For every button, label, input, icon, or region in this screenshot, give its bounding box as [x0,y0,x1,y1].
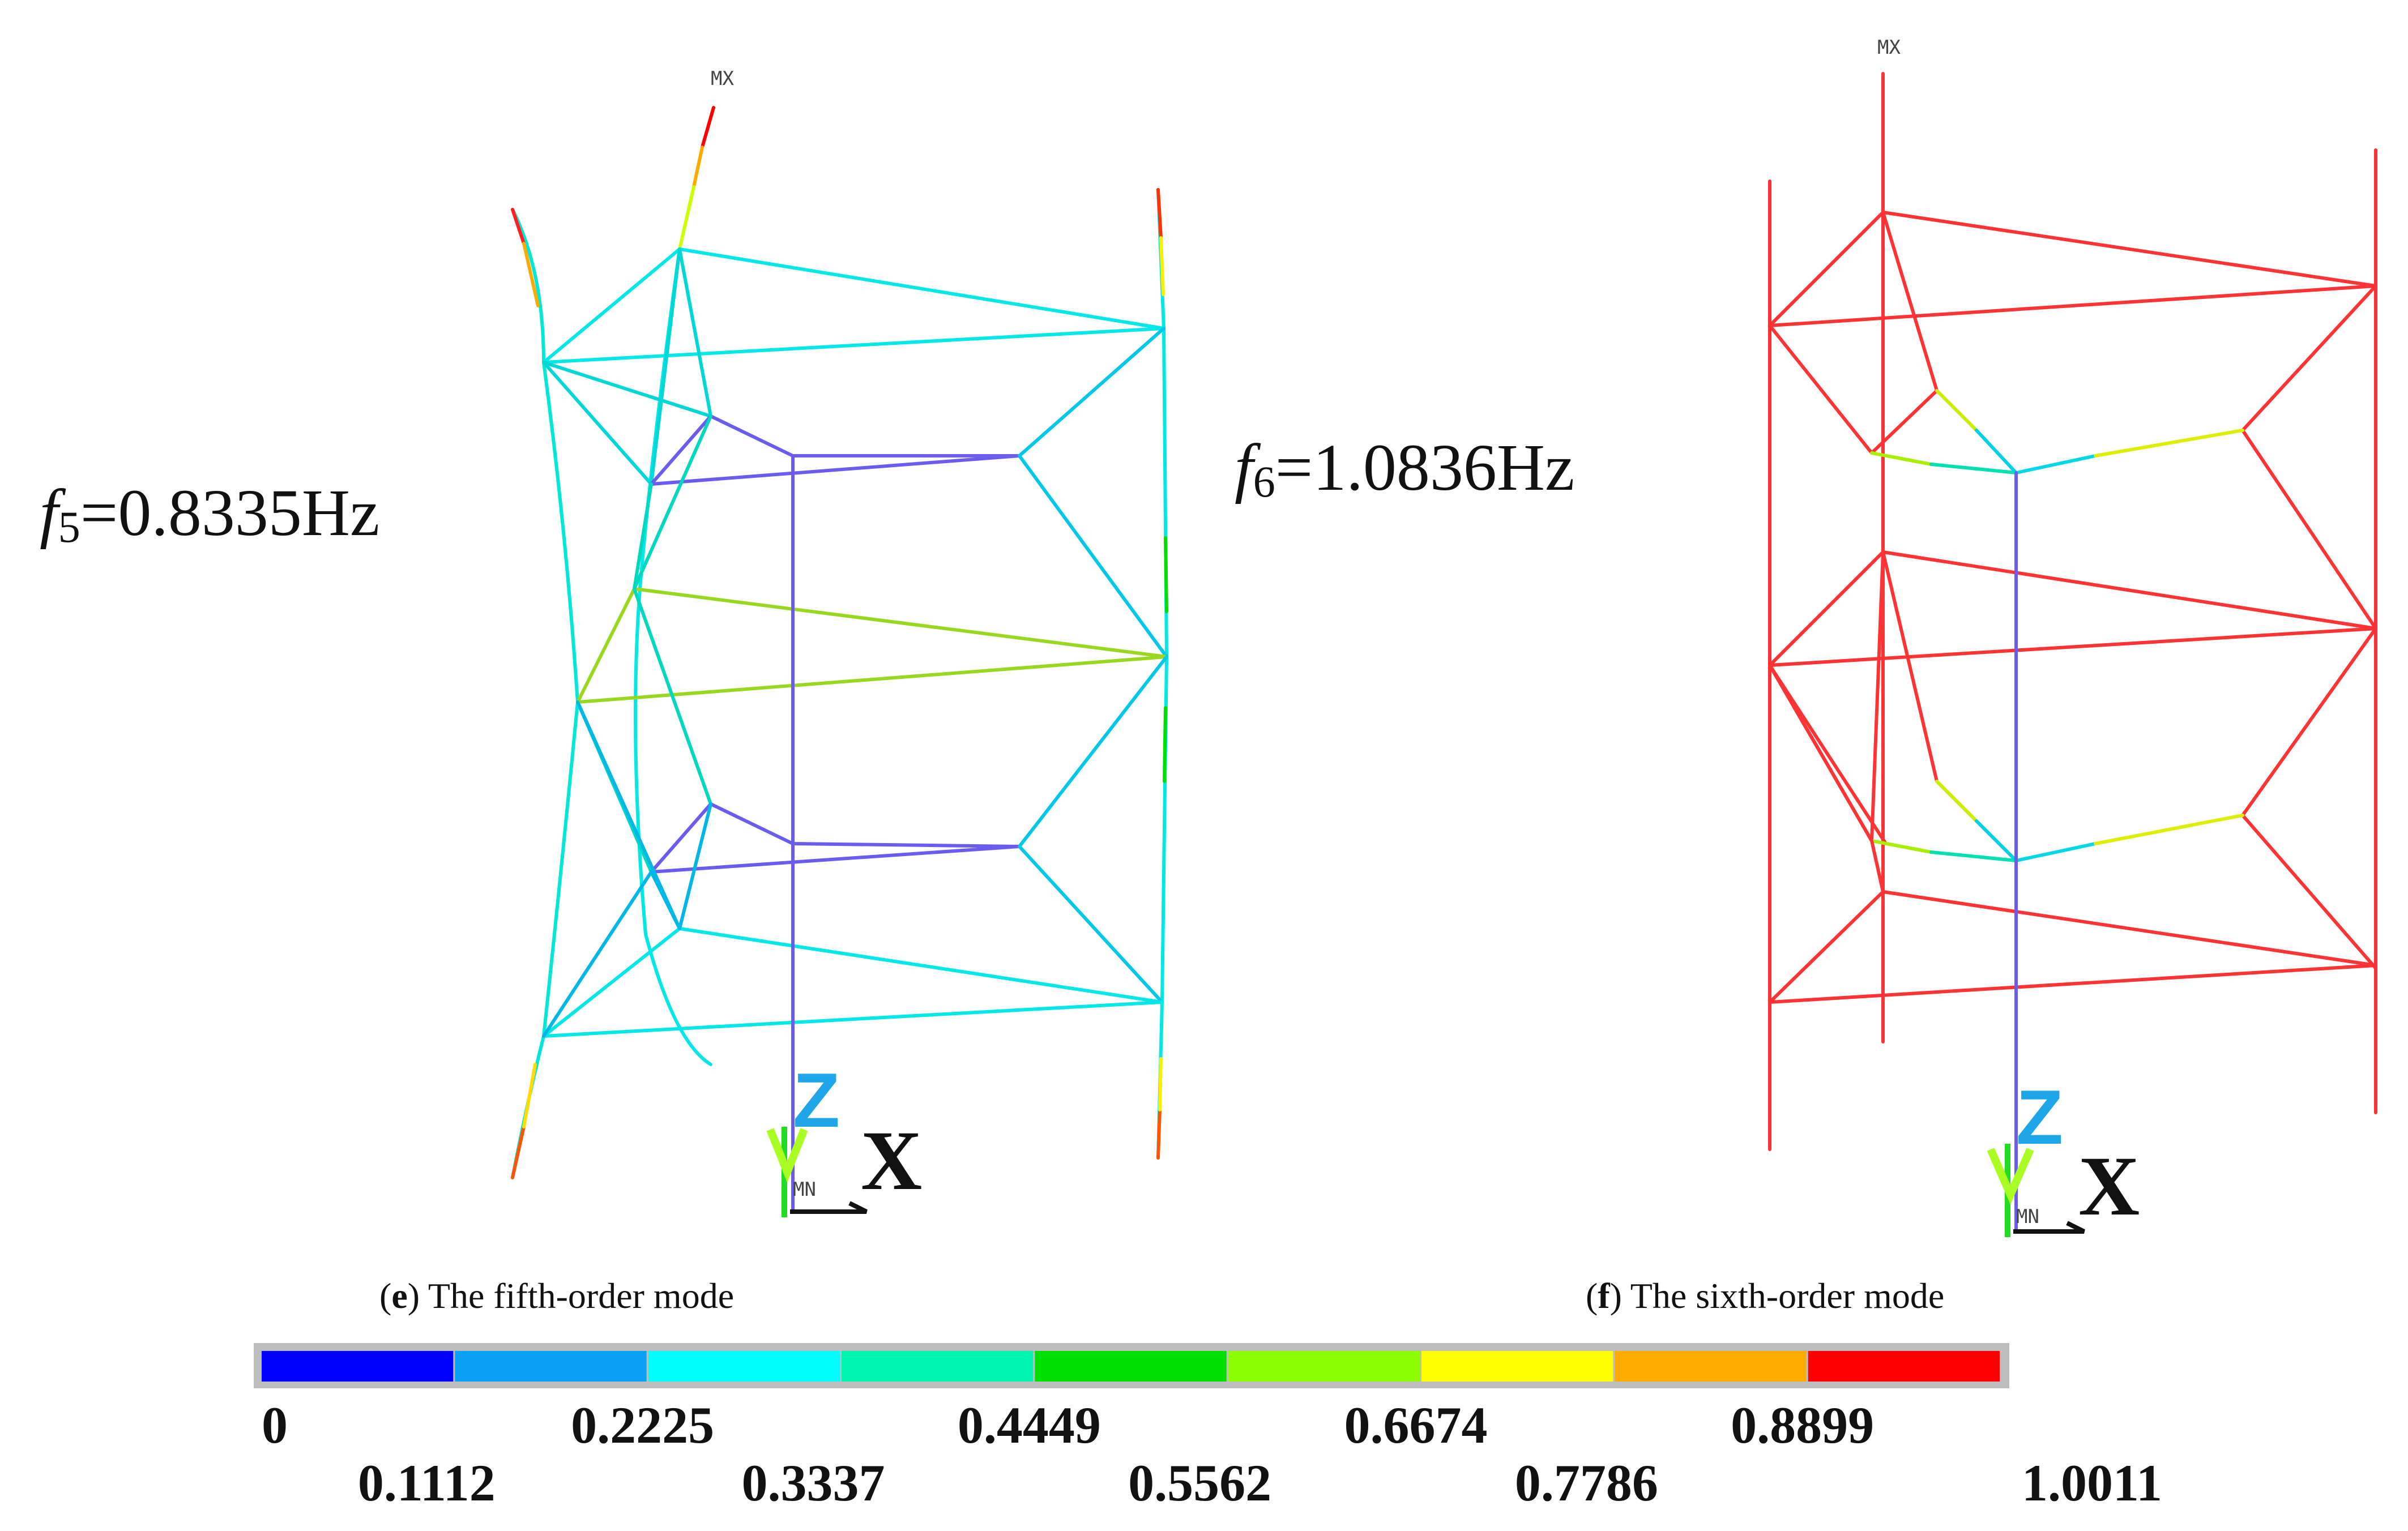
legend-tick-label: 0.8899 [1731,1396,1874,1454]
legend-swatch [1615,1351,1807,1382]
legend-tick-label: 0 [262,1396,288,1454]
upper-diag-colored [1935,389,1978,432]
middle-truss [576,587,1168,704]
axis-label-z: Z [2016,1074,2063,1160]
legend-tick-label: 0.1112 [358,1454,496,1512]
legend-tick-label: 0.6674 [1344,1396,1488,1454]
right-column-top [1156,188,1163,240]
top-truss [542,247,1165,364]
right-column-mid-b [1163,706,1167,783]
legend-swatch [1228,1351,1420,1382]
lower-diag-colored2 [1975,819,2018,862]
inner-column-top-low [678,185,695,251]
middle-diagonals [576,414,712,874]
right-column-top-mid [1159,236,1165,296]
legend-tick-label: 0.2225 [571,1396,714,1454]
legend-tick-label: 0.4449 [958,1396,1101,1454]
upper-diag-colored2 [1975,429,2018,474]
axis-label-x: X [2078,1139,2140,1233]
legend-swatch [1035,1351,1227,1382]
right-column [1156,188,1168,1160]
upper-beam-left [1870,451,1933,466]
inner-column [634,247,712,1066]
caption-sixth: (f) The sixth-order mode [1586,1276,1944,1316]
left-column-top-mid [522,242,540,307]
left-column-bottom [511,1125,526,1179]
axis-triad-sixth: Z X [1987,1074,2140,1237]
lower-beam-ext [1018,655,1168,1004]
top-diagonals [542,247,712,486]
inner-column-top [701,106,715,149]
legend-swatch [1808,1351,2000,1382]
lower-beam-left2 [1929,850,2018,862]
top-truss [1768,211,2377,327]
upper-beam-right [2014,454,2097,474]
upper-beam-right2 [2094,429,2244,457]
legend-swatch [842,1351,1034,1382]
left-column-top [511,208,526,245]
middle-truss [1768,550,2377,845]
min-marker: MN [793,1178,816,1201]
legend-swatch [1421,1351,1613,1382]
frequency-label-fifth: f5=0.8335Hz [40,476,379,551]
legend-swatch [455,1351,647,1382]
right-column-mid-a [1164,536,1168,613]
max-marker: MX [711,67,734,90]
frequency-label-sixth: f6=1.0836Hz [1235,430,1574,506]
bottom-diagonals [542,700,712,1038]
axis-triad-fifth: Z X [766,1057,922,1217]
legend-tick-label: 0.7786 [1515,1454,1658,1512]
right-column-bottom-mid [1158,1057,1163,1111]
legend-tick-label: 0.3337 [742,1454,885,1512]
min-marker: MN [2016,1205,2039,1228]
right-column-bottom [1156,1108,1162,1160]
lower-beam-left [1870,839,1933,854]
legend-ticks-top: 0 0.2225 0.4449 0.6674 0.8899 [262,1396,1874,1454]
inner-column-top-mid [692,146,704,189]
legend-tick-label: 0.5562 [1128,1454,1271,1512]
bottom-truss [542,927,1164,1038]
lower-beam-right2 [2094,814,2244,845]
max-marker: MX [1877,36,1901,59]
lower-diag-colored [1935,780,1978,823]
lower-beam-right [2014,842,2097,862]
upper-beam-left2 [1929,463,2018,474]
left-column-bottom-mid [522,1063,537,1128]
color-legend: 0 0.2225 0.4449 0.6674 0.8899 0.1112 0.3337 0.… [254,1343,2162,1512]
mode-shape-fifth: MX MN [511,67,1168,1213]
bottom-truss [1768,664,2377,1004]
caption-fifth: (e) The fifth-order mode [379,1276,734,1316]
upper-diagonals [1768,211,2377,630]
legend-swatches [262,1351,2000,1382]
upper-beam-ext [1018,327,1168,658]
legend-ticks-bottom: 0.1112 0.3337 0.5562 0.7786 1.0011 [358,1454,2162,1512]
legend-tick-label: 1.0011 [2022,1454,2162,1512]
axis-label-x: X [861,1114,922,1208]
legend-swatch [648,1351,840,1382]
mode-shape-sixth: MX MN [1768,36,2377,1230]
axis-label-z: Z [793,1057,840,1143]
legend-swatch [262,1351,454,1382]
